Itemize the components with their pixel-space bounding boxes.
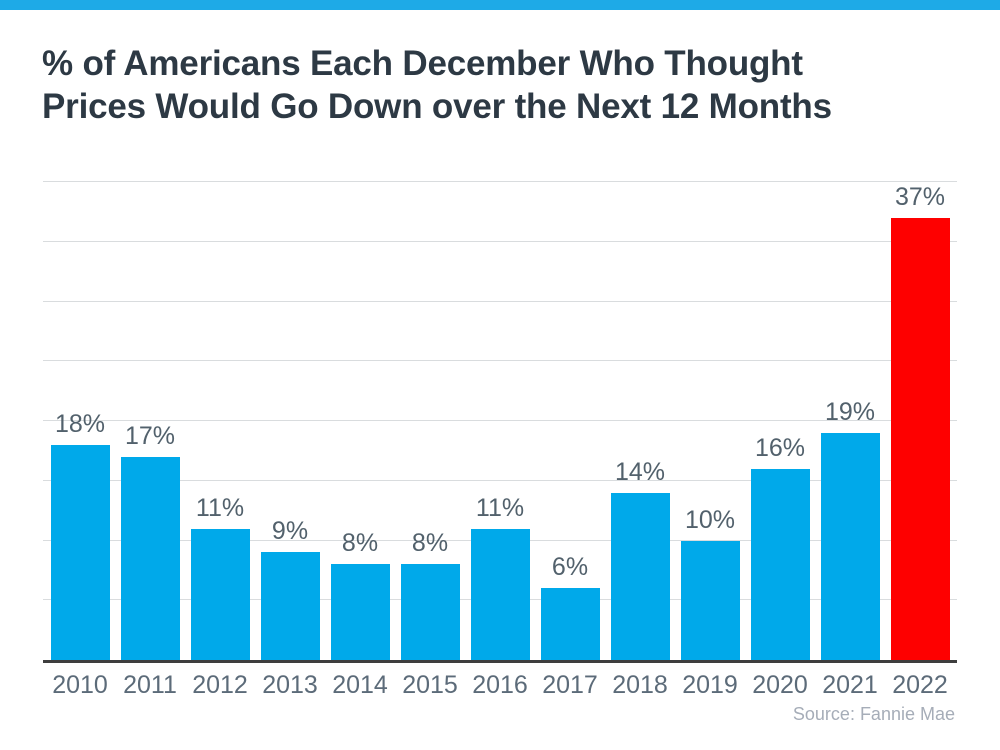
x-label-2010: 2010 [52,671,108,699]
bar-2022 [890,217,950,660]
bar-2013 [260,552,320,660]
gridline-25 [43,360,957,362]
bar-2021 [820,432,880,660]
bar-2011 [120,456,180,660]
x-label-2011: 2011 [123,671,177,699]
chart-title-line2: Prices Would Go Down over the Next 12 Mo… [42,87,832,126]
gridline-35 [43,240,957,242]
bar-value-2021: 19% [824,397,876,426]
x-label-2016: 2016 [472,671,528,699]
bar-2015 [400,564,460,660]
gridline-40 [43,181,957,182]
gridline-30 [43,300,957,302]
bar-2016 [470,528,530,660]
x-label-2020: 2020 [752,671,808,699]
bar-2017 [540,588,600,660]
bar-2018 [610,492,670,660]
bar-value-2010: 18% [54,409,106,438]
gridline-20 [43,420,957,421]
x-label-2017: 2017 [542,671,598,699]
bar-2012 [190,528,250,660]
bar-value-2020: 16% [754,433,806,462]
bar-value-2016: 11% [475,493,525,522]
bar-value-2022: 37% [894,182,946,211]
x-axis-line [43,660,957,663]
bar-value-2012: 11% [195,493,245,522]
x-label-2018: 2018 [612,671,668,699]
bar-2014 [330,564,390,660]
x-label-2022: 2022 [892,671,948,699]
bar-2010 [50,444,110,660]
x-label-2012: 2012 [192,671,248,699]
bar-value-2019: 10% [684,505,736,534]
bar-2019 [680,540,740,660]
chart-title: % of Americans Each December Who Thought… [42,42,832,128]
x-label-2013: 2013 [262,671,318,699]
bar-value-2014: 8% [341,529,379,558]
x-label-2014: 2014 [332,671,388,699]
bar-value-2011: 17% [124,421,176,450]
bar-2020 [750,468,810,660]
x-axis-labels: 2010 2011 2012 2013 2014 2015 2016 2017 2018 2019… [0,671,1000,701]
bar-value-2018: 14% [614,457,666,486]
plot-area: 18% 17% 11% 9% 8% 8% 11% 6% 14% 10% 16% 19% 37% [43,181,957,660]
x-label-2021: 2021 [822,671,878,699]
x-label-2015: 2015 [402,671,458,699]
chart-title-line1: % of Americans Each December Who Thought [42,44,803,83]
bar-value-2015: 8% [411,529,449,558]
bar-value-2013: 9% [271,517,309,546]
source-credit: Source: Fannie Mae [792,704,955,724]
accent-strip [0,0,1000,10]
x-label-2019: 2019 [682,671,738,699]
gridline-15 [43,479,957,481]
bar-value-2017: 6% [551,553,589,582]
